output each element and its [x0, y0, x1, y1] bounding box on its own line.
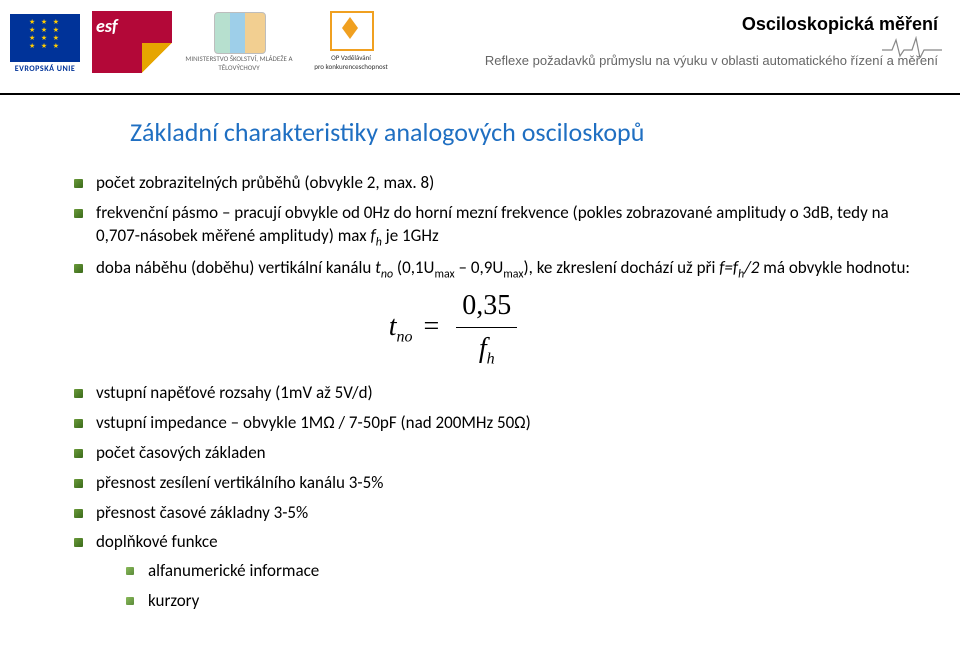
bullet-text: doplňkové funkce	[96, 531, 218, 552]
formula-denominator: fh	[456, 328, 517, 370]
bullet-text: počet časových základen	[96, 442, 266, 463]
esf-curl-icon	[142, 43, 172, 73]
sub-list-item: alfanumerické informace	[124, 560, 910, 583]
list-item: počet časových základen	[70, 442, 910, 465]
bullet-text: – 0,9U	[455, 257, 504, 278]
sub-list-item: kurzory	[124, 590, 910, 613]
opvk-label-1: OP Vzdělávání	[331, 53, 371, 62]
bullet-text: kurzory	[148, 590, 199, 611]
list-item: vstupní napěťové rozsahy (1mV až 5V/d)	[70, 382, 910, 405]
opvk-label-2: pro konkurenceschopnost	[314, 62, 387, 71]
page-header: EVROPSKÁ UNIE esf MINISTERSTVO ŠKOLSTVÍ,…	[0, 0, 960, 95]
bullet-text: je 1GHz	[382, 225, 439, 246]
bullet-text: ), ke zkreslení dochází už při	[523, 257, 719, 278]
list-item: frekvenční pásmo – pracují obvykle od 0H…	[70, 202, 910, 250]
document-title: Osciloskopická měření	[485, 14, 938, 35]
section-title: Základní charakteristiky analogových osc…	[130, 116, 910, 148]
sub-max: max	[434, 268, 454, 282]
msmt-logo: MINISTERSTVO ŠKOLSTVÍ, MLÁDEŽE A TĚLOVÝC…	[184, 10, 294, 72]
esf-logo-text: esf	[96, 15, 118, 37]
list-item: počet zobrazitelných průběhů (obvykle 2,…	[70, 172, 910, 195]
list-item: přesnost zesílení vertikálního kanálu 3-…	[70, 472, 910, 495]
bullet-text: vstupní impedance – obvykle 1MΩ / 7-50pF…	[96, 412, 531, 433]
formula-eq: =	[423, 311, 439, 342]
document-subtitle: Reflexe požadavků průmyslu na výuku v ob…	[485, 53, 938, 68]
sub-max: max	[503, 268, 523, 282]
list-item: doba náběhu (doběhu) vertikální kanálu t…	[70, 257, 910, 369]
bullet-text: doba náběhu (doběhu) vertikální kanálu	[96, 257, 375, 278]
list-item: přesnost časové základny 3-5%	[70, 502, 910, 525]
msmt-label: MINISTERSTVO ŠKOLSTVÍ, MLÁDEŽE A TĚLOVÝC…	[185, 54, 292, 72]
bullet-text: vstupní napěťové rozsahy (1mV až 5V/d)	[96, 382, 373, 403]
list-item: doplňkové funkce alfanumerické informace…	[70, 531, 910, 613]
esf-logo-icon: esf	[92, 11, 172, 73]
formula-no: no	[396, 328, 412, 345]
bullet-text: alfanumerické informace	[148, 560, 319, 581]
header-text-block: Osciloskopická měření Reflexe požadavků …	[485, 14, 938, 68]
bullet-text: přesnost zesílení vertikálního kanálu 3-…	[96, 472, 383, 493]
formula-lhs: tno	[389, 311, 420, 342]
formula-numerator: 0,35	[456, 287, 517, 328]
bullet-text: přesnost časové základny 3-5%	[96, 502, 308, 523]
bullet-text: počet zobrazitelných průběhů (obvykle 2,…	[96, 172, 434, 193]
eu-logo-block: EVROPSKÁ UNIE	[10, 8, 80, 74]
eq-ffh: f=f	[719, 257, 738, 278]
sub-list: alfanumerické informace kurzory	[96, 560, 910, 613]
opvk-logo: OP Vzdělávání pro konkurenceschopnost	[306, 11, 396, 71]
formula-h: h	[487, 350, 495, 367]
var-no: no	[381, 268, 393, 282]
formula-fraction: 0,35 fh	[456, 287, 517, 370]
list-item: vstupní impedance – obvykle 1MΩ / 7-50pF…	[70, 412, 910, 435]
formula: tno = 0,35 fh	[96, 287, 910, 370]
bullet-text: má obvykle hodnotu:	[759, 257, 910, 278]
logo-row: EVROPSKÁ UNIE esf MINISTERSTVO ŠKOLSTVÍ,…	[10, 8, 396, 74]
eu-flag-icon	[10, 14, 80, 62]
content-area: Základní charakteristiky analogových osc…	[70, 116, 910, 620]
bullet-text: (0,1U	[393, 257, 434, 278]
eq-over2: /2	[744, 257, 759, 278]
bullet-text: frekvenční pásmo – pracují obvykle od 0H…	[96, 202, 889, 246]
eu-label: EVROPSKÁ UNIE	[10, 64, 80, 74]
formula-f: f	[479, 333, 487, 364]
bullet-list: počet zobrazitelných průběhů (obvykle 2,…	[70, 172, 910, 613]
